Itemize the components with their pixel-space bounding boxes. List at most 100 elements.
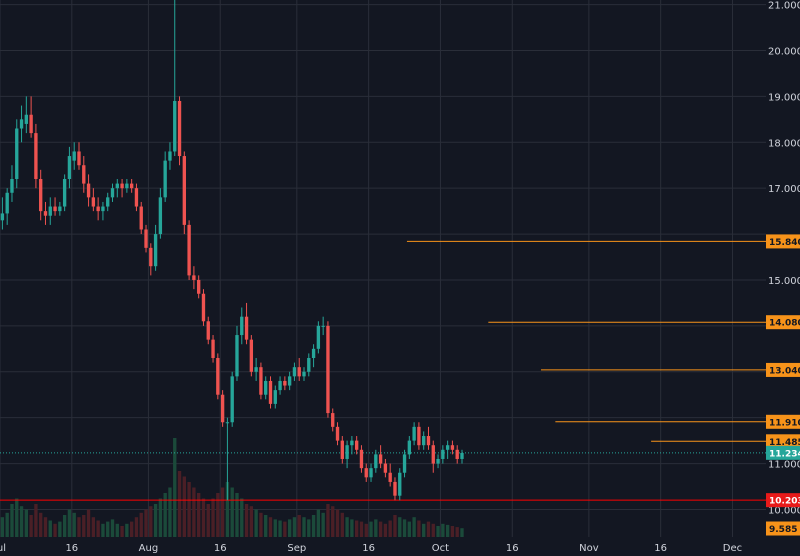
volume-bar (139, 512, 143, 537)
volume-bar (393, 515, 397, 537)
candle-body (445, 445, 450, 450)
candle-body (62, 179, 67, 207)
volume-bar (350, 519, 354, 537)
volume-bar (96, 520, 100, 537)
candle-body (431, 445, 435, 464)
price-tag-box (766, 445, 800, 460)
candle-body (220, 394, 225, 423)
volume-bar (412, 517, 416, 537)
volume-bar (158, 498, 163, 537)
volume-bar (67, 509, 72, 537)
volume-bar (153, 504, 158, 537)
volume-bar (460, 528, 464, 537)
volume-bar (173, 438, 177, 537)
candle-body (244, 316, 249, 340)
candle-body (77, 151, 81, 166)
candle-body (383, 463, 388, 473)
candle-body (39, 179, 43, 212)
candle-body (173, 100, 177, 152)
candle-body (331, 413, 335, 427)
candlesticks (0, 0, 464, 501)
volume-bar (369, 521, 373, 537)
volume-bar (86, 509, 91, 537)
volume-bar (436, 526, 440, 537)
volume-bar (450, 526, 455, 537)
volume-bar (374, 519, 378, 537)
candle-body (86, 183, 91, 198)
volume-bar (34, 504, 38, 537)
volume-bar (422, 523, 426, 537)
candle-body (297, 367, 301, 377)
volume-bar (19, 506, 24, 537)
candle-body (412, 426, 416, 441)
candle-body (115, 183, 119, 189)
volume-bar (335, 509, 340, 537)
time-tick-label: Oct (432, 543, 449, 554)
volume-bar (316, 509, 321, 537)
volume-bar (187, 482, 191, 537)
volume-bar (278, 520, 282, 537)
price-tick-label: 17.000 (768, 184, 800, 195)
price-tag-label: 9.585 (769, 525, 797, 535)
candle-body (436, 458, 440, 464)
volume-bar (182, 476, 186, 537)
volume-bar (192, 487, 196, 537)
time-tick-label: Nov (579, 543, 599, 554)
volume-bar (431, 523, 435, 537)
time-axis[interactable]: Jul 16 Aug 16 Sep 16 Oct 16 Nov 16 Dec (0, 543, 742, 554)
candle-body (110, 188, 115, 198)
candle-body (350, 440, 354, 446)
volume-bar (216, 493, 220, 537)
volume-bar (110, 519, 115, 537)
candle-body (96, 206, 100, 212)
candle-body (101, 206, 105, 212)
candle-body (441, 449, 445, 459)
candle-body (34, 133, 38, 179)
candle-body (340, 440, 344, 459)
volume-bar (129, 521, 134, 537)
volume-bar (383, 523, 388, 537)
volume-bar (10, 504, 14, 537)
price-tag-box (766, 362, 800, 377)
time-tick-label: 16 (65, 543, 78, 554)
volume-bar (378, 521, 383, 537)
candle-body (10, 179, 14, 193)
candle-body (216, 358, 220, 395)
candle-body (53, 206, 57, 212)
volume-bar (77, 517, 81, 537)
candle-body (139, 206, 143, 230)
candle-body (192, 275, 196, 280)
volume-bar (268, 517, 273, 537)
candle-body (197, 279, 201, 294)
volume-bar (39, 512, 43, 537)
volume-bar (311, 515, 316, 537)
candle-body (67, 156, 72, 179)
volume-bar (5, 512, 9, 537)
price-tick-label: 19.000 (768, 92, 800, 103)
time-tick-label: 16 (362, 543, 375, 554)
volume-bar (220, 487, 225, 537)
price-tag-label: 11.234 (769, 449, 800, 459)
candle-body (163, 160, 167, 198)
price-tick-label: 15.000 (768, 276, 800, 287)
volume-bar (197, 493, 201, 537)
candle-body (144, 229, 148, 248)
volume-bar (91, 517, 96, 537)
volume-bar (364, 523, 368, 537)
candle-body (393, 481, 397, 496)
candle-body (149, 247, 153, 267)
volume-bar (326, 504, 330, 537)
volume-bar (292, 517, 297, 537)
volume-bar (72, 512, 76, 537)
candle-body (125, 183, 129, 189)
price-tag-label: 14.080 (769, 319, 800, 329)
time-tick-label: Sep (287, 543, 306, 554)
candle-body (177, 100, 182, 157)
candle-body (134, 188, 139, 207)
time-tick-label: 16 (506, 543, 519, 554)
volume-bar (302, 517, 306, 537)
volume-bar (283, 521, 287, 537)
price-axis[interactable]: 10.000 11.000 15.000 17.000 18.000 19.000 20.0… (768, 1, 800, 517)
volume-bar (354, 520, 359, 537)
candle-body (402, 454, 407, 473)
